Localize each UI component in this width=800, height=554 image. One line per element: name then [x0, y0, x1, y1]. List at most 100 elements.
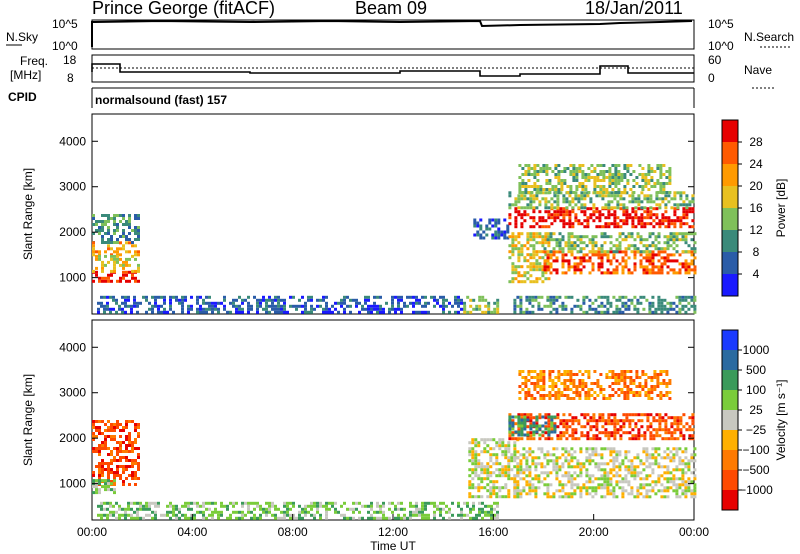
heatmap-cell: [391, 298, 394, 302]
heatmap-cell: [535, 422, 539, 426]
heatmap-cell: [570, 232, 574, 236]
heatmap-cell: [559, 434, 563, 438]
heatmap-cell: [541, 268, 545, 272]
heatmap-cell: [595, 428, 599, 432]
heatmap-cell: [642, 447, 646, 451]
heatmap-cell: [559, 207, 563, 211]
heatmap-cell: [493, 310, 497, 314]
heatmap-cell: [196, 310, 199, 314]
heatmap-cell: [134, 471, 137, 474]
heatmap-cell: [577, 206, 581, 210]
heatmap-cell: [566, 373, 570, 376]
heatmap-cell: [104, 479, 107, 483]
heatmap-cell: [211, 307, 214, 311]
heatmap-cell: [226, 507, 229, 511]
heatmap-cell: [457, 504, 460, 508]
heatmap-cell: [125, 438, 128, 441]
heatmap-cell: [523, 210, 527, 214]
heatmap-cell: [684, 465, 688, 469]
heatmap-cell: [678, 298, 682, 302]
heatmap-cell: [507, 444, 511, 448]
heatmap-cell: [244, 298, 247, 302]
heatmap-cell: [468, 480, 472, 484]
x-tick-label: 16:00: [478, 525, 508, 539]
heatmap-cell: [630, 471, 634, 475]
heatmap-cell: [516, 486, 520, 490]
heatmap-cell: [361, 516, 364, 520]
heatmap-cell: [633, 250, 637, 254]
heatmap-cell: [190, 513, 193, 517]
heatmap-cell: [391, 510, 394, 514]
heatmap-cell: [564, 295, 568, 299]
heatmap-cell: [101, 432, 104, 435]
heatmap-cell: [478, 304, 482, 308]
heatmap-cell: [492, 483, 496, 487]
heatmap-cell: [687, 489, 691, 493]
heatmap-cell: [684, 480, 688, 484]
heatmap-cell: [436, 301, 439, 305]
heatmap-cell: [660, 489, 664, 493]
heatmap-cell: [601, 213, 605, 217]
heatmap-cell: [648, 256, 652, 260]
heatmap-cell: [588, 456, 592, 460]
heatmap-cell: [550, 424, 554, 428]
heatmap-cell: [540, 447, 544, 451]
heatmap-cell: [624, 253, 628, 257]
heatmap-cell: [208, 307, 211, 311]
heatmap-cell: [557, 370, 561, 373]
heatmap-cell: [530, 173, 534, 176]
heatmap-cell: [613, 416, 617, 420]
heatmap-cell: [113, 241, 116, 244]
heatmap-cell: [693, 477, 697, 481]
heatmap-cell: [98, 491, 101, 495]
heatmap-cell: [508, 191, 512, 195]
heatmap-cell: [652, 419, 656, 423]
heatmap-cell: [581, 176, 585, 179]
heatmap-cell: [463, 304, 467, 308]
heatmap-cell: [640, 213, 644, 217]
heatmap-cell: [593, 370, 597, 373]
heatmap-cell: [570, 477, 574, 481]
heatmap-cell: [463, 310, 467, 314]
heatmap-cell: [611, 179, 615, 182]
heatmap-cell: [125, 450, 128, 453]
heatmap-cell: [145, 310, 148, 314]
heatmap-cell: [588, 298, 592, 302]
heatmap-cell: [565, 213, 569, 217]
heatmap-cell: [110, 257, 113, 261]
heatmap-cell: [119, 474, 122, 477]
heatmap-cell: [576, 244, 580, 248]
heatmap-cell: [477, 477, 481, 481]
heatmap-cell: [660, 262, 664, 266]
heatmap-cell: [134, 229, 137, 232]
heatmap-cell: [632, 170, 636, 173]
heatmap-cell: [119, 279, 122, 283]
heatmap-cell: [169, 307, 172, 311]
heatmap-cell: [618, 474, 622, 478]
heatmap-cell: [477, 486, 481, 490]
heatmap-cell: [477, 444, 481, 448]
heatmap-cell: [476, 224, 480, 228]
heatmap-cell: [92, 420, 95, 423]
heatmap-cell: [648, 462, 652, 466]
heatmap-cell: [376, 516, 379, 520]
heatmap-cell: [551, 382, 555, 385]
heatmap-cell: [107, 260, 110, 264]
heatmap-cell: [590, 382, 594, 385]
heatmap-cell: [684, 265, 688, 269]
heatmap-cell: [669, 450, 673, 454]
heatmap-cell: [101, 468, 104, 471]
heatmap-cell: [678, 447, 682, 451]
heatmap-cell: [130, 501, 133, 505]
heatmap-cell: [113, 223, 116, 226]
heatmap-cell: [313, 307, 316, 311]
heatmap-cell: [591, 238, 595, 242]
heatmap-cell: [358, 510, 361, 514]
heatmap-cell: [480, 480, 484, 484]
heatmap-cell: [636, 474, 640, 478]
heatmap-cell: [527, 164, 531, 167]
heatmap-cell: [424, 295, 427, 299]
heatmap-cell: [593, 170, 597, 173]
heatmap-cell: [480, 477, 484, 481]
heatmap-cell: [397, 307, 400, 311]
